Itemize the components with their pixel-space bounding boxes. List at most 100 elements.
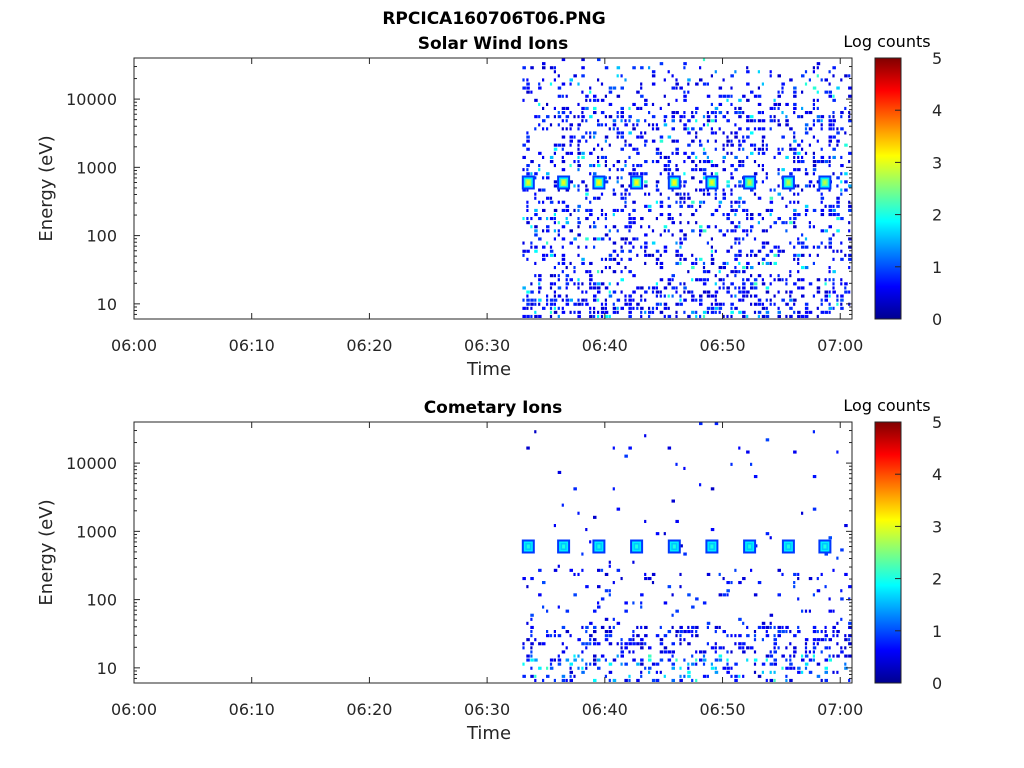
- spectrogram-cell: [812, 630, 817, 634]
- spectrogram-cell: [722, 131, 725, 135]
- spectrogram-cell: [620, 290, 623, 294]
- spectrogram-cell: [648, 577, 652, 581]
- spectrogram-cell: [840, 127, 844, 131]
- spectrogram-cell: [730, 229, 734, 233]
- spectrogram-cell: [683, 298, 687, 302]
- spectrogram-cell: [714, 290, 719, 294]
- spectrogram-cell: [753, 630, 757, 634]
- spectrogram-cell: [761, 306, 766, 310]
- spectrogram-cell: [624, 160, 627, 164]
- spectrogram-cell: [553, 66, 556, 70]
- spectrogram-cell: [742, 135, 745, 139]
- spectrogram-cell: [561, 200, 566, 204]
- spectrogram-cell: [824, 666, 828, 670]
- spectrogram-cell: [793, 450, 797, 454]
- spectrogram-cell: [726, 143, 729, 147]
- spectrogram-cell: [648, 225, 651, 229]
- spectrogram-cell: [765, 658, 768, 662]
- spectrogram-cell: [695, 82, 699, 86]
- spectrogram-cell: [789, 270, 792, 274]
- spectrogram-cell: [557, 658, 562, 662]
- spectrogram-cell: [655, 184, 658, 188]
- spectrogram-cell: [761, 314, 766, 318]
- spectrogram-cell: [644, 119, 647, 123]
- spectrogram-cell: [757, 581, 762, 585]
- spectrogram-cell: [675, 164, 678, 168]
- spectrogram-cell: [530, 160, 534, 164]
- colorbar-tick-label: 1: [932, 258, 942, 277]
- spectrogram-cell: [793, 654, 796, 658]
- spectrogram-cell: [538, 168, 541, 172]
- spectrogram-cell: [761, 139, 764, 143]
- spectrogram-cell: [644, 139, 648, 143]
- spectrogram-cell: [679, 229, 683, 233]
- spectrogram-cell: [585, 98, 588, 102]
- spectrogram-cell: [628, 642, 632, 646]
- spectrogram-cell: [644, 233, 648, 237]
- spectrogram-cell: [820, 78, 823, 82]
- spectrogram-cell: [753, 294, 758, 298]
- colorbar-tick-label: 0: [932, 674, 942, 693]
- spectrogram-cell: [577, 638, 581, 642]
- spectrogram-cell: [604, 674, 607, 678]
- spectrogram-cell: [679, 86, 683, 90]
- spectrogram-cell: [828, 237, 832, 241]
- spectrogram-cell: [844, 131, 847, 135]
- spectrogram-cell: [785, 221, 788, 225]
- spectrogram-cell: [604, 286, 609, 290]
- spectrogram-cell: [553, 106, 556, 110]
- spectrogram-cell: [832, 257, 835, 261]
- spectrogram-cell: [746, 98, 750, 102]
- spectrogram-cell: [585, 188, 589, 192]
- spectrogram-cell: [699, 139, 702, 143]
- spectrogram-cell: [628, 294, 632, 298]
- spectrogram-cell: [608, 257, 613, 261]
- spectrogram-cell: [640, 86, 643, 90]
- spectrogram-cell: [577, 217, 580, 221]
- peak-blob: [635, 180, 639, 185]
- spectrogram-cell: [530, 66, 534, 70]
- spectrogram-cell: [651, 123, 655, 127]
- spectrogram-cell: [663, 601, 668, 605]
- spectrogram-cell: [585, 642, 589, 646]
- spectrogram-cell: [624, 237, 628, 241]
- spectrogram-cell: [840, 650, 844, 654]
- spectrogram-cell: [597, 605, 601, 609]
- spectrogram-cell: [542, 229, 545, 233]
- spectrogram-cell: [573, 135, 576, 139]
- spectrogram-cell: [593, 625, 597, 629]
- spectrogram-cell: [557, 564, 560, 568]
- spectrogram-cell: [699, 298, 703, 302]
- spectrogram-cell: [636, 151, 640, 155]
- spectrogram-cell: [667, 282, 672, 286]
- spectrogram-cell: [679, 642, 682, 646]
- spectrogram-cell: [659, 294, 662, 298]
- spectrogram-cell: [644, 98, 648, 102]
- spectrogram-cell: [710, 213, 715, 217]
- peak-blob: [672, 180, 676, 185]
- spectrogram-cell: [659, 310, 664, 314]
- spectrogram-cell: [620, 111, 624, 115]
- spectrogram-cell: [561, 119, 564, 123]
- spectrogram-cell: [777, 249, 781, 253]
- spectrogram-cell: [600, 310, 605, 314]
- spectrogram-cell: [761, 282, 766, 286]
- spectrogram-cell: [761, 302, 764, 306]
- spectrogram-cell: [530, 172, 533, 176]
- spectrogram-cell: [659, 638, 664, 642]
- spectrogram-cell: [553, 78, 556, 82]
- spectrogram-cell: [546, 102, 549, 106]
- spectrogram-cell: [820, 200, 823, 204]
- spectrogram-cell: [687, 662, 690, 666]
- spectrogram-cell: [718, 306, 723, 310]
- spectrogram-cell: [667, 155, 670, 159]
- spectrogram-cell: [577, 278, 580, 282]
- spectrogram-cell: [828, 290, 831, 294]
- spectrogram-cell: [753, 658, 758, 662]
- spectrogram-cell: [663, 94, 666, 98]
- spectrogram-cell: [549, 196, 553, 200]
- spectrogram-cell: [569, 123, 573, 127]
- spectrogram-cell: [663, 78, 666, 82]
- spectrogram-cell: [840, 78, 843, 82]
- spectrogram-cell: [589, 115, 593, 119]
